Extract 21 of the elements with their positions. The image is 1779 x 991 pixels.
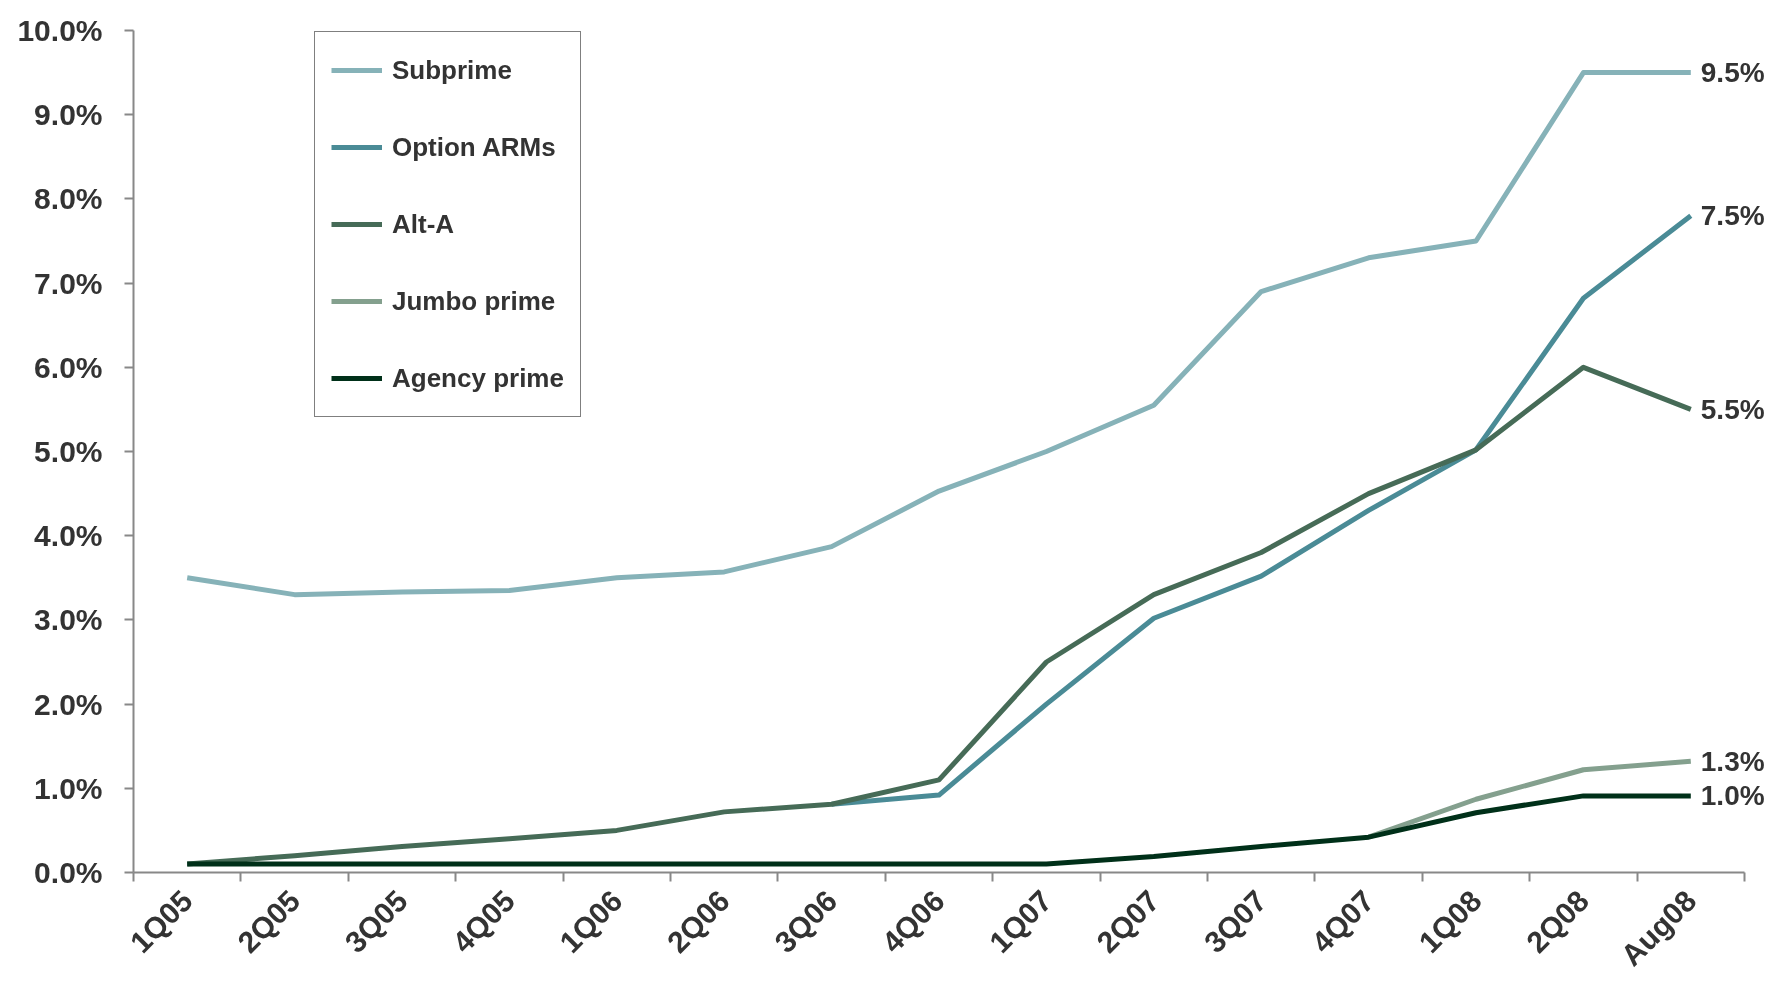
annotation: 5.5%: [1700, 393, 1765, 425]
y-tick-label: 10.0%: [17, 14, 103, 47]
legend-label: Option ARMs: [392, 130, 556, 164]
legend-label: Alt-A: [392, 207, 455, 241]
y-tick-label: 0.0%: [34, 856, 103, 889]
legend-label: Subprime: [392, 53, 512, 87]
y-tick-label: 1.0%: [34, 771, 103, 805]
y-tick-label: 2.0%: [34, 687, 103, 721]
annotation: 9.5%: [1700, 57, 1765, 89]
legend-label: Agency prime: [392, 361, 564, 395]
y-tick-label: 5.0%: [34, 435, 103, 468]
y-tick-label: 4.0%: [34, 519, 103, 553]
legend-label: Jumbo prime: [392, 284, 556, 318]
y-tick-label: 9.0%: [34, 98, 103, 132]
y-tick-label: 8.0%: [34, 182, 103, 216]
annotation: 7.5%: [1700, 200, 1765, 232]
y-tick-label: 7.0%: [34, 266, 103, 300]
annotation: 1.3%: [1700, 745, 1765, 777]
y-tick-label: 6.0%: [34, 350, 103, 384]
y-tick-label: 3.0%: [34, 603, 103, 637]
annotation: 1.0%: [1700, 780, 1765, 812]
